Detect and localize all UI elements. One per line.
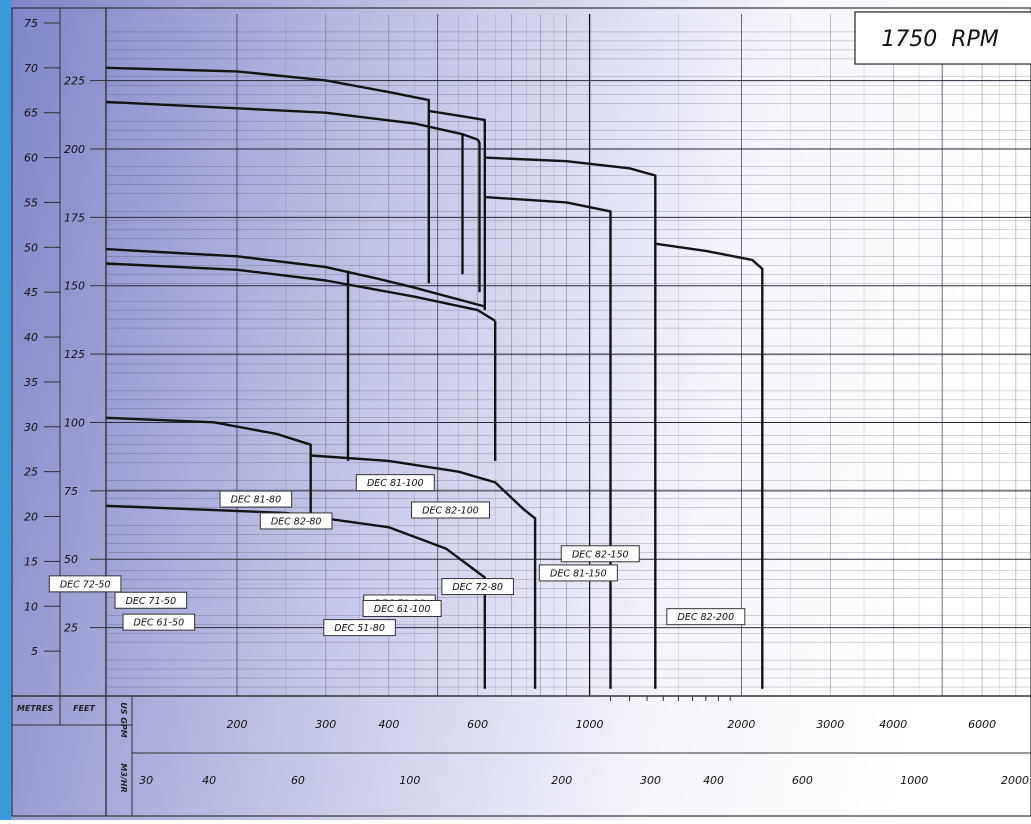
outer-frame [11, 7, 1031, 817]
gpm-tick-label: 400 [378, 718, 399, 731]
gpm-tick-label: 300 [315, 718, 336, 731]
pump-curve [484, 195, 612, 689]
gpm-tick-label: 2000 [727, 718, 755, 731]
metres-tick-label: 35 [24, 376, 38, 389]
pump-curve [105, 66, 430, 284]
metres-tick-label: 30 [24, 421, 38, 434]
m3hr-tick-label: 200 [551, 774, 572, 787]
frame-layer [11, 7, 1031, 817]
tick-layer: 5 10 15 20 25 30 35 40 45 50 55 60 65 70 75 25 50 75 100 12… [24, 17, 1029, 787]
curve-label: DEC 82-80 [259, 512, 333, 530]
curve-label: DEC 61-100 [362, 599, 442, 617]
feet-tick-label: 200 [64, 143, 85, 156]
metres-tick-label: 45 [24, 286, 38, 299]
curve-label-text: DEC 81-100 [367, 478, 424, 489]
metres-tick-label: 40 [24, 331, 38, 344]
curve-label: DEC 82-100 [410, 501, 490, 519]
curve-label-text: DEC 72-80 [452, 582, 503, 593]
curve-label: DEC 72-50 [48, 575, 122, 593]
metres-tick-label: 55 [24, 196, 38, 209]
curve-label: DEC 71-50 [114, 591, 188, 609]
feet-tick-label: 225 [64, 75, 85, 88]
curve-label-text: DEC 81-150 [550, 568, 607, 579]
gpm-tick-label: 200 [226, 718, 247, 731]
m3hr-tick-label: 30 [139, 774, 153, 787]
gpm-tick-label: 3000 [816, 718, 844, 731]
feet-tick-label: 50 [64, 553, 78, 566]
gpm-tick-label: 1000 [576, 718, 604, 731]
m3hr-axis-label: M3/HR [119, 763, 128, 792]
m3hr-tick-label: 600 [792, 774, 813, 787]
pump-curve [428, 109, 486, 311]
m3hr-tick-label: 40 [202, 774, 216, 787]
feet-tick-label: 125 [64, 348, 85, 361]
pump-curve [105, 247, 486, 308]
curve-label-text: DEC 82-200 [678, 612, 735, 623]
pump-curve [105, 416, 312, 524]
curve-label-text: DEC 82-150 [572, 549, 629, 560]
pump-curve [105, 262, 496, 322]
m3hr-tick-label: 300 [640, 774, 661, 787]
metres-tick-label: 10 [24, 600, 38, 613]
curve-label-text: DEC 61-50 [134, 618, 185, 629]
curve-label-text: DEC 81-80 [231, 495, 282, 506]
curve-label: DEC 82-150 [560, 545, 640, 563]
feet-tick-label: 25 [64, 622, 78, 635]
left-accent-strip [0, 0, 11, 820]
curve-label-text: DEC 61-100 [374, 604, 431, 615]
pump-curve [105, 100, 464, 275]
m3hr-tick-label: 2000 [1001, 774, 1029, 787]
metres-tick-label: 70 [24, 62, 38, 75]
curve-label-text: DEC 71-50 [126, 596, 177, 607]
curve-label-text: DEC 72-50 [60, 579, 111, 590]
curve-label-text: DEC 82-80 [271, 516, 322, 527]
feet-tick-label: 100 [64, 416, 85, 429]
pump-curve [655, 242, 764, 689]
curve-label: DEC 61-50 [122, 613, 196, 631]
gpm-tick-label: 6000 [968, 718, 996, 731]
rpm-box: 1750 RPM [854, 11, 1031, 65]
gpm-tick-label: 4000 [879, 718, 907, 731]
pump-curve [462, 133, 481, 293]
feet-tick-label: 75 [64, 485, 78, 498]
m3hr-tick-label: 1000 [900, 774, 928, 787]
metres-axis-label: METRES [17, 704, 54, 713]
m3hr-tick-label: 100 [399, 774, 420, 787]
curve-label: DEC 51-80 [323, 619, 396, 637]
metres-tick-label: 15 [24, 555, 38, 568]
metres-tick-label: 25 [24, 466, 38, 479]
pump-curve [310, 454, 537, 689]
label-layer: DEC 82-80 DEC 82-100 DEC 81-80 DEC 81-100 DE… [48, 474, 746, 637]
metres-tick-label: 65 [24, 107, 38, 120]
m3hr-tick-label: 400 [703, 774, 724, 787]
metres-tick-label: 60 [24, 152, 38, 165]
metres-tick-label: 20 [24, 511, 38, 524]
curve-label: DEC 81-100 [355, 474, 435, 492]
curve-layer [105, 14, 764, 696]
metres-tick-label: 75 [24, 17, 38, 30]
pump-curve [105, 504, 486, 689]
metres-tick-label: 5 [31, 645, 38, 658]
feet-tick-label: 175 [64, 211, 85, 224]
curve-label: DEC 72-80 [441, 578, 514, 596]
m3hr-tick-label: 60 [291, 774, 305, 787]
feet-axis-label: FEET [73, 704, 95, 713]
metres-tick-label: 50 [24, 241, 38, 254]
pump-curve [484, 156, 657, 689]
rpm-label: 1750 RPM [881, 27, 999, 52]
feet-tick-label: 150 [64, 280, 85, 293]
curve-label: DEC 82-200 [666, 608, 746, 626]
curve-label: DEC 81-150 [538, 564, 618, 582]
curve-label-text: DEC 51-80 [334, 623, 385, 634]
gpm-tick-label: 600 [467, 718, 488, 731]
curve-label-text: DEC 82-100 [422, 506, 479, 517]
curve-label: DEC 81-80 [219, 490, 293, 508]
us-gpm-axis-label: US GPM [119, 702, 128, 737]
